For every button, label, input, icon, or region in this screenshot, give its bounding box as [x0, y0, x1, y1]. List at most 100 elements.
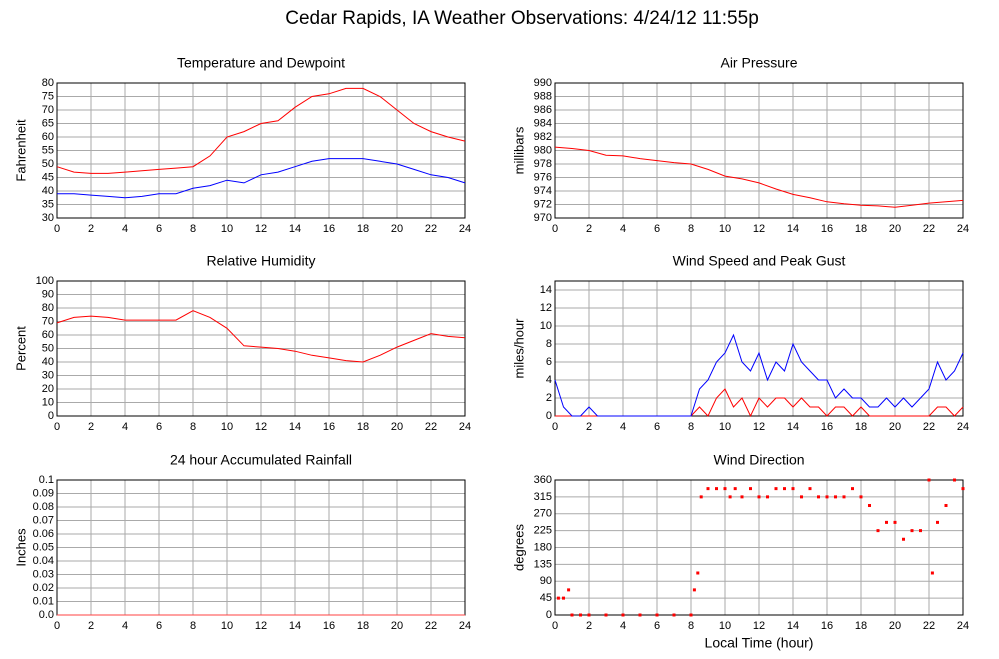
- x-tick-label: 24: [459, 223, 471, 235]
- x-tick-label: 14: [289, 421, 301, 433]
- page-title: Cedar Rapids, IA Weather Observations: 4…: [285, 8, 759, 29]
- x-tick-label: 10: [719, 223, 731, 235]
- y-axis-label: miles/hour: [511, 318, 526, 379]
- x-tick-label: 20: [889, 421, 901, 433]
- x-tick-label: 20: [889, 223, 901, 235]
- y-tick-label: 0.07: [33, 514, 54, 526]
- x-tick-label: 14: [289, 223, 301, 235]
- point: [749, 487, 752, 491]
- point: [851, 487, 854, 491]
- y-tick-label: 10: [42, 396, 54, 408]
- x-tick-label: 0: [552, 421, 558, 433]
- point: [570, 613, 574, 617]
- point: [579, 613, 582, 617]
- y-tick-label: 40: [42, 356, 54, 368]
- point: [774, 487, 778, 491]
- y-tick-label: 0.01: [33, 595, 54, 607]
- x-tick-label: 20: [391, 223, 403, 235]
- x-tick-label: 12: [753, 421, 765, 433]
- y-tick-label: 40: [42, 185, 54, 197]
- series-line: [56, 310, 466, 363]
- y-tick-label: 90: [540, 575, 552, 587]
- y-tick-label: 0: [546, 410, 552, 422]
- point: [692, 588, 696, 592]
- y-tick-label: 970: [534, 212, 552, 224]
- y-tick-label: 984: [534, 117, 552, 129]
- point: [766, 495, 769, 499]
- point: [919, 529, 922, 533]
- x-tick-label: 16: [821, 223, 833, 235]
- x-tick-label: 14: [787, 421, 799, 433]
- x-tick-label: 16: [323, 223, 335, 235]
- x-tick-label: 8: [190, 223, 196, 235]
- x-tick-label: 4: [620, 223, 626, 235]
- x-tick-label: 12: [753, 620, 765, 632]
- point: [567, 588, 571, 592]
- y-tick-label: 50: [42, 158, 54, 170]
- y-tick-label: 2: [546, 392, 552, 404]
- series-line: [57, 158, 466, 199]
- point: [902, 537, 905, 541]
- y-axis-label: Fahrenheit: [13, 119, 28, 182]
- y-tick-label: 80: [42, 302, 54, 314]
- x-tick-label: 20: [391, 421, 403, 433]
- x-tick-label: 16: [323, 421, 335, 433]
- y-tick-label: 90: [42, 288, 54, 300]
- point: [621, 613, 625, 617]
- x-tick-label: 18: [357, 620, 369, 632]
- y-tick-label: 0.09: [33, 487, 54, 499]
- y-tick-label: 986: [534, 104, 552, 116]
- x-tick-label: 10: [221, 223, 233, 235]
- point: [936, 520, 939, 524]
- x-tick-label: 2: [88, 620, 94, 632]
- x-tick-label: 0: [552, 223, 558, 235]
- panel-title: Relative Humidity: [207, 253, 316, 269]
- point: [944, 504, 948, 507]
- y-axis-label: degrees: [511, 524, 526, 571]
- x-tick-label: 6: [654, 421, 660, 433]
- point: [893, 520, 897, 524]
- x-tick-label: 14: [787, 223, 799, 235]
- y-tick-label: 982: [534, 131, 552, 143]
- x-tick-label: 0: [54, 620, 60, 632]
- point: [587, 613, 591, 617]
- x-tick-label: 2: [586, 223, 592, 235]
- y-tick-label: 70: [42, 104, 54, 116]
- x-tick-label: 22: [923, 620, 935, 632]
- panel-title: Temperature and Dewpoint: [177, 55, 345, 71]
- x-tick-label: 18: [855, 223, 867, 235]
- point: [800, 495, 803, 499]
- x-tick-label: 18: [357, 223, 369, 235]
- y-tick-label: 45: [42, 171, 54, 183]
- point: [715, 487, 718, 491]
- x-tick-label: 0: [54, 223, 60, 235]
- point: [791, 487, 795, 491]
- point: [740, 495, 744, 499]
- y-tick-label: 12: [540, 302, 552, 314]
- x-tick-label: 12: [255, 620, 267, 632]
- y-tick-label: 270: [534, 508, 552, 520]
- y-tick-label: 0.06: [33, 528, 54, 540]
- point: [638, 613, 642, 617]
- point: [556, 596, 560, 600]
- point: [699, 495, 703, 499]
- y-tick-label: 972: [534, 198, 552, 210]
- point: [672, 613, 676, 617]
- series-line: [56, 87, 466, 174]
- x-tick-label: 6: [156, 620, 162, 632]
- plot-frame: [554, 82, 964, 219]
- y-axis-label: Inches: [13, 528, 28, 567]
- point: [927, 478, 931, 482]
- x-axis-label: Local Time (hour): [705, 635, 814, 651]
- x-tick-label: 2: [88, 421, 94, 433]
- x-tick-label: 4: [122, 620, 128, 632]
- plot-frame: [56, 280, 466, 417]
- y-tick-label: 45: [540, 592, 552, 604]
- x-tick-label: 8: [190, 620, 196, 632]
- point: [562, 596, 565, 600]
- x-tick-label: 18: [357, 421, 369, 433]
- x-tick-label: 24: [459, 421, 471, 433]
- point: [655, 613, 659, 617]
- x-tick-label: 20: [889, 620, 901, 632]
- point: [876, 529, 880, 533]
